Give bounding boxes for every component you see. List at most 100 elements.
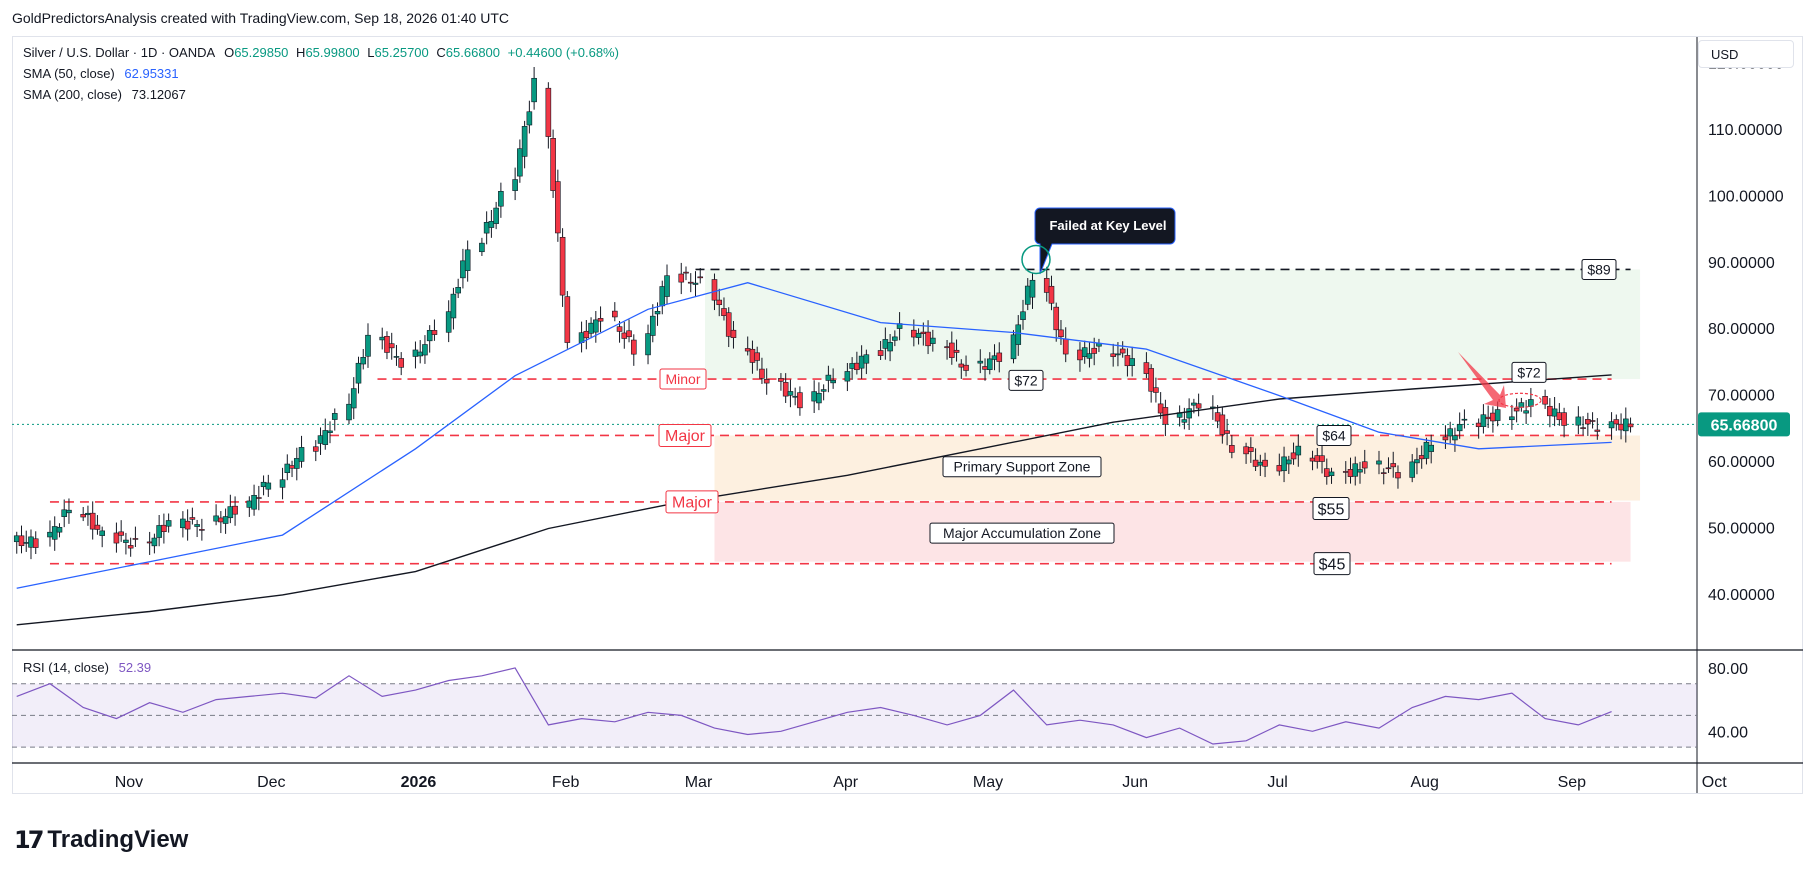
candle-body — [51, 526, 58, 540]
candle-body — [184, 520, 191, 530]
candle-body — [1352, 463, 1359, 477]
candle — [1015, 315, 1022, 356]
sma50-value: 62.95331 — [124, 66, 179, 81]
candle — [787, 379, 794, 408]
candle — [559, 228, 566, 307]
candle — [355, 356, 362, 394]
candle — [61, 499, 68, 528]
tradingview-logo[interactable]: 17 TradingView — [14, 826, 188, 854]
label-major-2-text: Major — [672, 495, 713, 512]
legend-rsi[interactable]: RSI (14, close) 52.39 — [23, 660, 151, 675]
major-accumulation-zone — [714, 501, 1631, 562]
candle — [1195, 393, 1202, 417]
candle — [1395, 465, 1401, 489]
candle — [184, 509, 191, 541]
candle — [1385, 457, 1392, 473]
candle — [289, 460, 295, 478]
candle — [550, 129, 556, 198]
last-price-label: 65.66800 — [1711, 417, 1778, 434]
candle-body — [1219, 414, 1226, 435]
candle — [455, 278, 461, 299]
candle — [431, 319, 438, 341]
range-zone — [704, 269, 1641, 380]
candle — [1328, 467, 1335, 484]
candle-body — [1542, 396, 1548, 405]
candle-body — [1091, 347, 1097, 354]
candle — [820, 384, 827, 401]
candle-body — [132, 538, 139, 540]
candle-body — [1323, 468, 1330, 477]
key-level-circle — [1021, 244, 1051, 275]
close-value: 65.66800 — [445, 45, 501, 60]
candle-body — [887, 342, 893, 352]
candle-body — [858, 355, 865, 369]
candle-body — [986, 358, 993, 370]
candle — [930, 329, 936, 352]
candle — [1286, 455, 1292, 474]
candle-body — [1058, 329, 1064, 338]
candle — [412, 341, 419, 369]
candle-body — [298, 447, 305, 462]
sma200-line — [16, 374, 1612, 626]
label-support-zone: Primary Support Zone — [942, 456, 1102, 478]
candle — [360, 348, 367, 370]
candle — [498, 182, 504, 218]
candle-body — [284, 463, 291, 473]
candle — [645, 324, 651, 365]
candle-body — [227, 506, 234, 519]
label-minor: Minor — [659, 368, 707, 390]
candle — [1110, 343, 1116, 367]
label-55: $55 — [1312, 497, 1350, 521]
label-72-aug-text: $72 — [1517, 364, 1541, 380]
candle — [80, 507, 86, 522]
candle — [977, 349, 984, 374]
candle-body — [1124, 355, 1131, 367]
candle-body — [930, 337, 936, 344]
candle-body — [1475, 422, 1482, 428]
candle-body — [379, 336, 386, 341]
label-72-may-box — [1008, 369, 1044, 391]
candle — [227, 494, 234, 524]
candle-body — [1243, 446, 1249, 455]
candle — [1461, 409, 1468, 429]
candle — [417, 340, 423, 364]
candle-body — [260, 481, 267, 488]
legend-sma200[interactable]: SMA (200, close) 73.12067 — [23, 87, 186, 102]
chart-frame — [12, 36, 1803, 794]
candle-body — [256, 497, 262, 499]
candle — [298, 435, 305, 468]
candle-body — [1281, 456, 1287, 472]
candle-body — [844, 371, 851, 382]
candle-body — [1048, 285, 1055, 304]
candle-body — [1461, 418, 1468, 421]
legend-sma50[interactable]: SMA (50, close) 62.95331 — [23, 66, 179, 81]
candle-body — [730, 329, 737, 338]
candle — [678, 262, 685, 295]
currency-selector[interactable]: USD — [1698, 40, 1794, 68]
candle — [844, 362, 851, 392]
candle-body — [649, 315, 656, 336]
candle-body — [659, 286, 666, 307]
candle — [1153, 377, 1159, 403]
candle — [232, 496, 238, 526]
candle-body — [1110, 353, 1116, 357]
low-value: 65.25700 — [374, 45, 429, 60]
candle-body — [445, 311, 452, 333]
candle — [1518, 397, 1525, 412]
x-tick-label: May — [973, 774, 1003, 791]
candle — [996, 342, 1003, 373]
candle-body — [127, 545, 134, 549]
candle-body — [199, 529, 205, 531]
candle — [32, 531, 39, 555]
label-support-zone-text: Primary Support Zone — [954, 459, 1091, 475]
legend-main[interactable]: Silver / U.S. Dollar · 1D · OANDA O65.29… — [23, 45, 619, 60]
y-tick-label: 70.00000 — [1708, 388, 1775, 405]
candle — [118, 520, 124, 542]
candle — [1224, 418, 1230, 446]
candle-body — [1428, 444, 1434, 452]
rejection-ellipse — [1498, 392, 1542, 408]
candle-body — [1414, 459, 1420, 464]
candle — [265, 474, 272, 497]
candle — [963, 355, 969, 377]
